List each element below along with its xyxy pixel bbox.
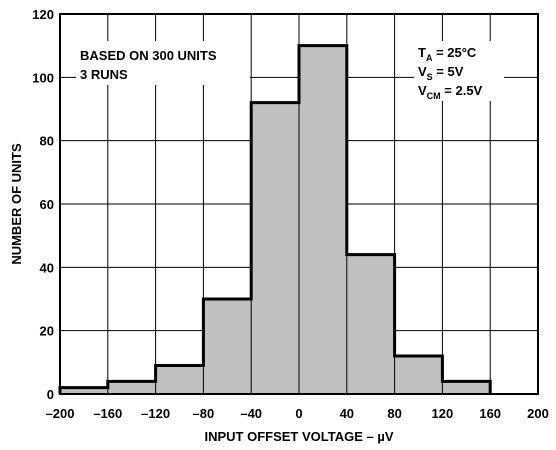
x-tick-label: 200 bbox=[527, 406, 549, 421]
x-tick-label: –120 bbox=[141, 406, 170, 421]
histogram-bar bbox=[60, 387, 108, 394]
bars bbox=[60, 45, 491, 395]
y-tick-label: 120 bbox=[32, 7, 54, 22]
annotation-vcm-main: V bbox=[418, 83, 427, 98]
y-axis-title: NUMBER OF UNITS bbox=[9, 143, 24, 265]
annotation-vcm: VCM = 2.5V bbox=[418, 83, 483, 101]
plot-frame bbox=[59, 13, 539, 395]
annotation-vs: VS = 5V bbox=[418, 64, 464, 82]
y-tick-label: 80 bbox=[40, 134, 54, 149]
y-tick-label: 40 bbox=[40, 260, 54, 275]
x-tick-label: 0 bbox=[295, 406, 302, 421]
annotation-runs: 3 RUNS bbox=[80, 67, 128, 82]
y-tick-label: 20 bbox=[40, 324, 54, 339]
annotation-vs-rest: = 5V bbox=[433, 64, 464, 79]
histogram-bar bbox=[203, 299, 252, 394]
y-tick-label: 100 bbox=[32, 70, 54, 85]
x-tick-label: –200 bbox=[46, 406, 75, 421]
histogram-bar bbox=[442, 381, 491, 394]
annotation-based-on: BASED ON 300 UNITS bbox=[80, 48, 217, 63]
histogram-bar bbox=[107, 381, 156, 394]
y-tick-label: 0 bbox=[47, 387, 54, 402]
right-annotation-bg bbox=[414, 41, 504, 101]
x-tick-label: 40 bbox=[340, 406, 354, 421]
annotation-vs-sub: S bbox=[427, 72, 433, 82]
x-tick-label: –40 bbox=[240, 406, 262, 421]
histogram-bar bbox=[299, 45, 347, 395]
annotation-vcm-rest: = 2.5V bbox=[441, 83, 483, 98]
annotation-ta-main: T bbox=[418, 45, 426, 60]
x-tick-label: –80 bbox=[193, 406, 215, 421]
annotation-vcm-sub: CM bbox=[427, 91, 441, 101]
annotation-ta-sub: A bbox=[426, 53, 433, 63]
x-tick-label: 160 bbox=[479, 406, 501, 421]
left-annotation-bg bbox=[76, 41, 250, 85]
x-axis-title: INPUT OFFSET VOLTAGE – µV bbox=[204, 429, 393, 444]
x-tick-labels: –200 –160 –120 –80 –40 0 40 80 120 160 200 bbox=[46, 406, 549, 421]
histogram-bar bbox=[346, 254, 395, 394]
x-tick-label: –160 bbox=[93, 406, 122, 421]
annotation-ta-rest: = 25°C bbox=[432, 45, 476, 60]
y-tick-label: 60 bbox=[40, 197, 54, 212]
histogram-bar bbox=[155, 365, 204, 394]
y-tick-labels: 0 20 40 60 80 100 120 bbox=[32, 7, 54, 402]
histogram-bar bbox=[394, 356, 443, 394]
histogram-outline bbox=[58, 44, 492, 394]
x-tick-label: 80 bbox=[387, 406, 401, 421]
x-tick-label: 120 bbox=[432, 406, 454, 421]
annotation-vs-main: V bbox=[418, 64, 427, 79]
annotation-ta: TA = 25°C bbox=[418, 45, 477, 63]
histogram-bar bbox=[251, 102, 299, 395]
bar-dividers bbox=[107, 102, 443, 394]
